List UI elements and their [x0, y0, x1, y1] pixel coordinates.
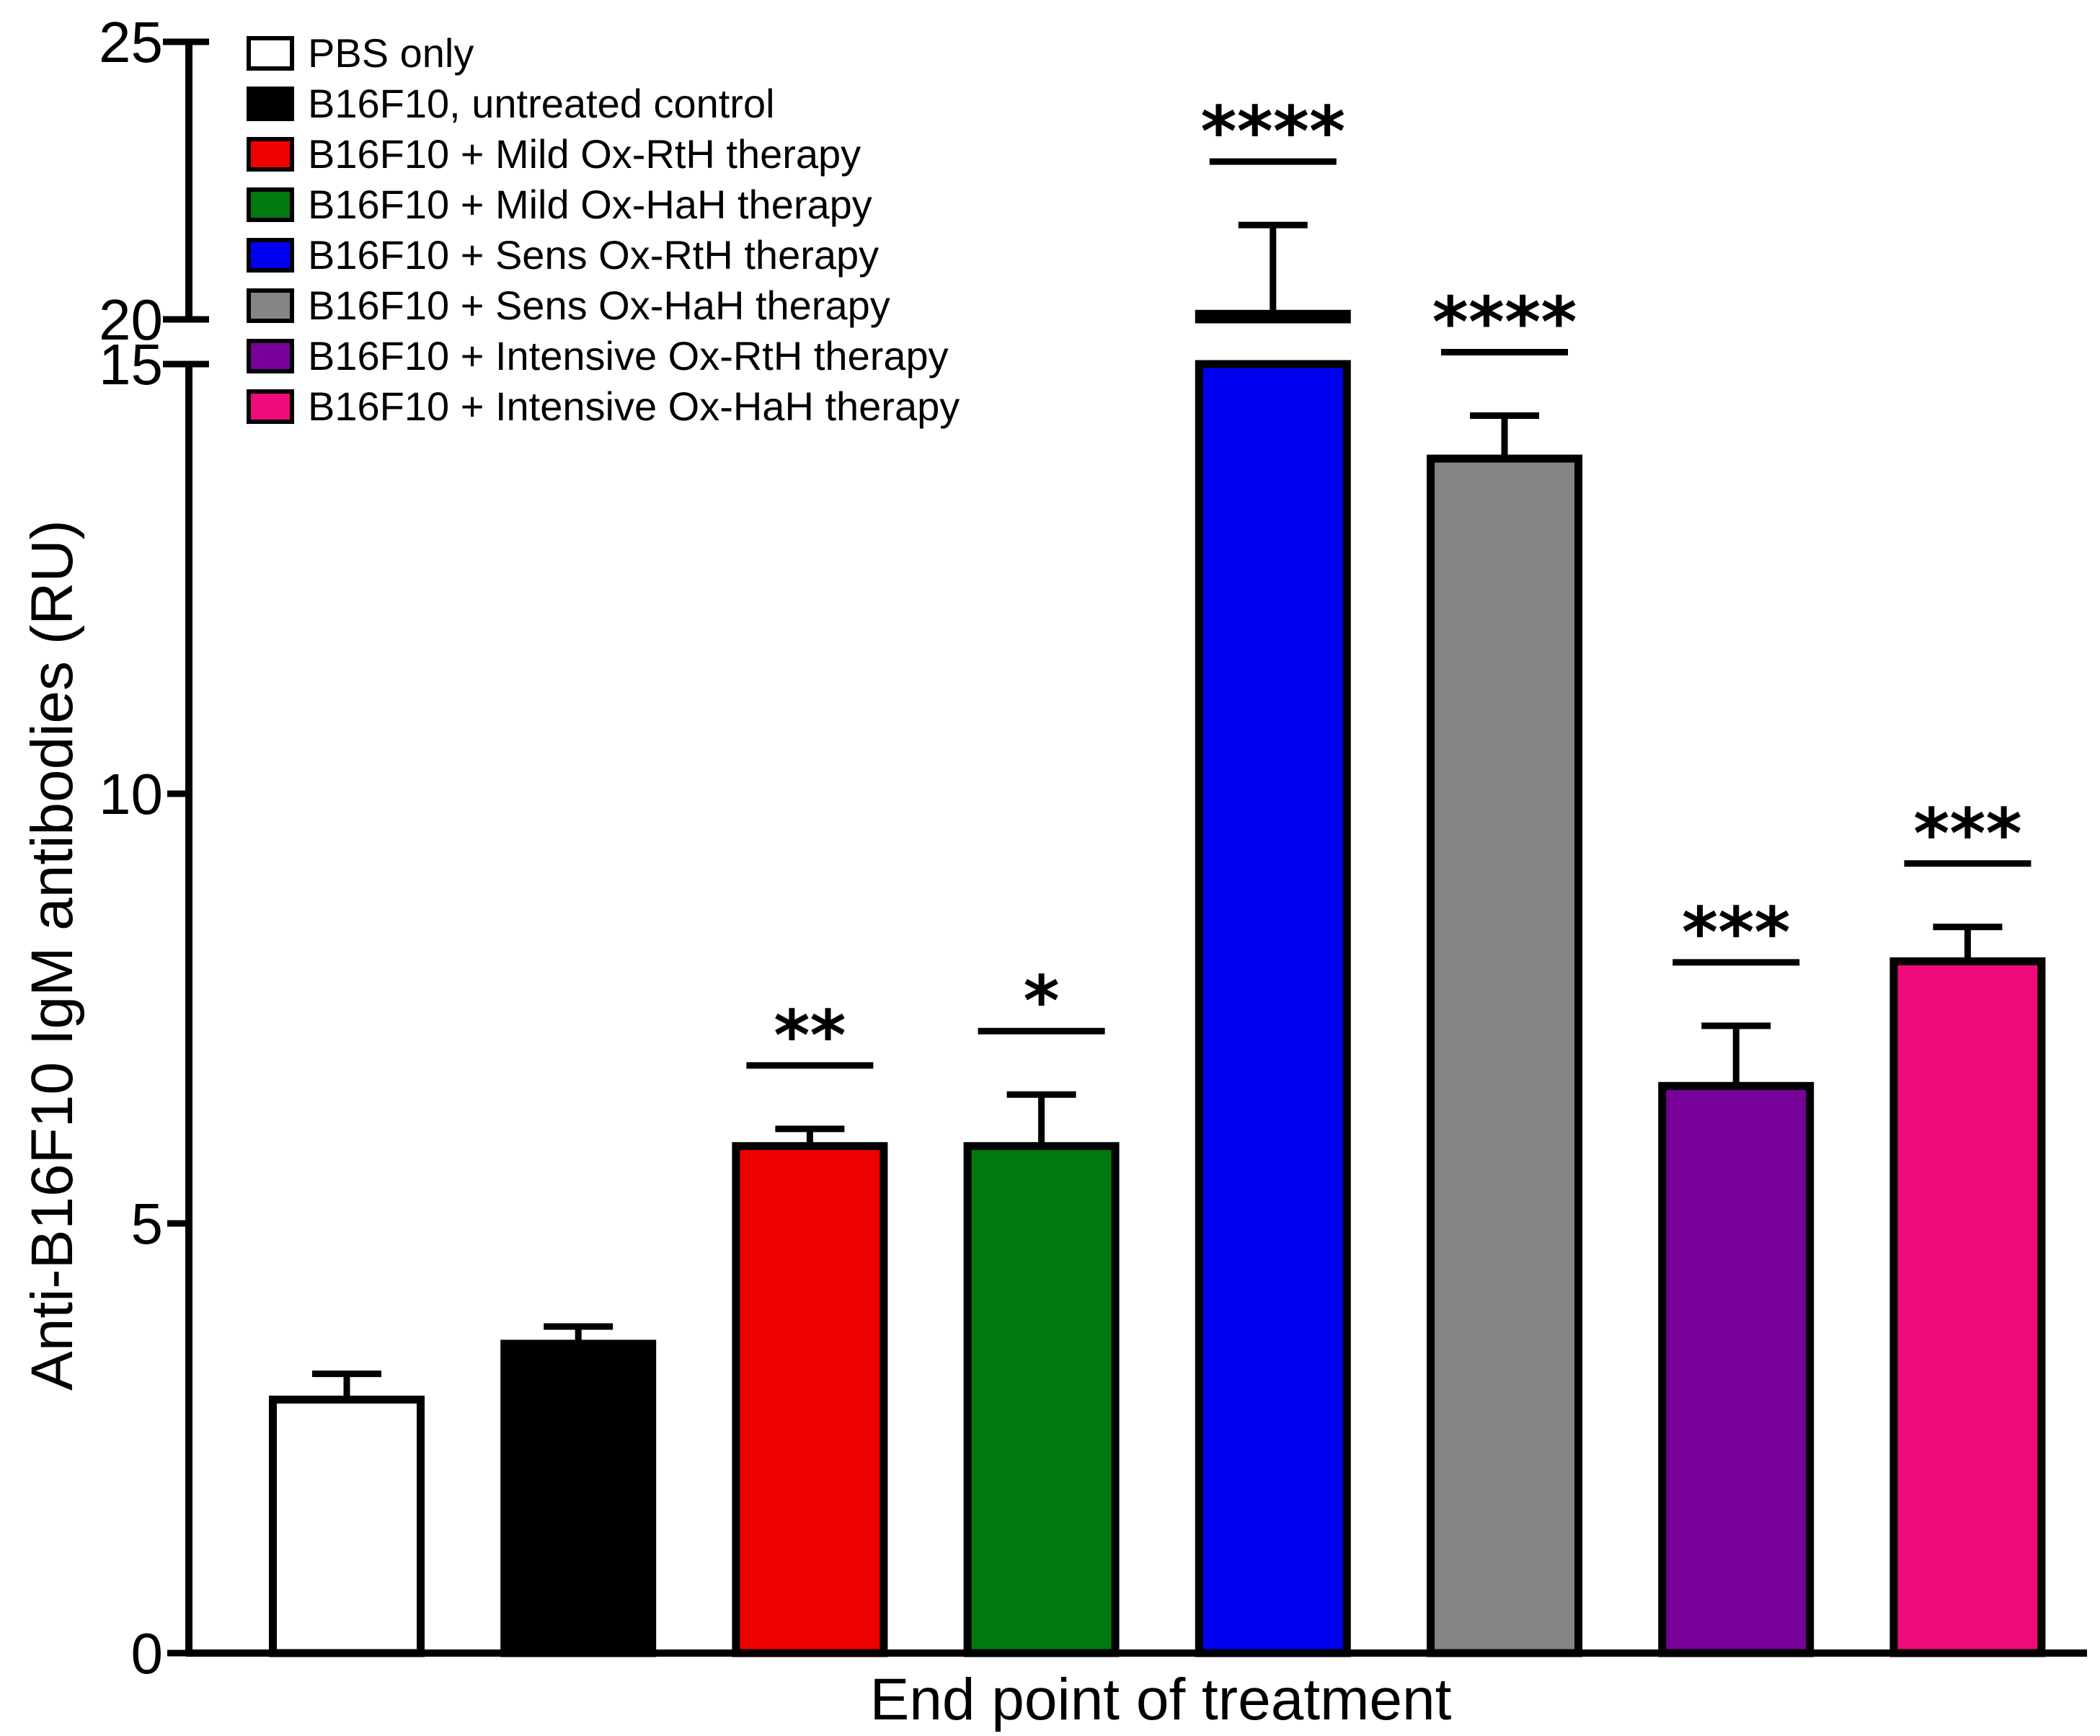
significance-label: ** — [774, 996, 846, 1076]
bars — [269, 309, 2046, 1657]
legend-label: B16F10 + Sens Ox-HaH therapy — [308, 283, 890, 328]
y-tick-label: 25 — [99, 10, 163, 74]
x-axis-title: End point of treatment — [870, 1667, 1452, 1732]
legend-label: B16F10, untreated control — [308, 81, 775, 126]
legend-swatch — [247, 238, 294, 273]
legend-label: B16F10 + Mild Ox-HaH therapy — [308, 182, 872, 227]
legend-swatch — [247, 339, 294, 373]
legend-label: B16F10 + Intensive Ox-RtH therapy — [308, 333, 949, 378]
legend-swatch — [247, 389, 294, 424]
bar — [1195, 360, 1351, 1657]
legend-label: B16F10 + Intensive Ox-HaH therapy — [308, 384, 960, 429]
significance-label: *** — [1913, 794, 2022, 874]
significance-markers: ** *************** — [746, 92, 2032, 1076]
y-tick-label: 5 — [131, 1192, 164, 1256]
legend-swatch — [247, 87, 294, 121]
legend-label: B16F10 + Mild Ox-RtH therapy — [308, 131, 861, 177]
bar-upper-segment — [1195, 309, 1351, 324]
bar — [732, 1142, 888, 1657]
legend-label: PBS only — [308, 30, 474, 76]
y-tick-label: 10 — [99, 762, 163, 826]
significance-label: **** — [1200, 92, 1345, 172]
y-tick-label: 0 — [131, 1621, 164, 1686]
bar — [1658, 1081, 1815, 1657]
legend-label: B16F10 + Sens Ox-RtH therapy — [308, 232, 879, 278]
significance-label: * — [1023, 961, 1059, 1042]
bar — [500, 1339, 657, 1657]
significance-label: **** — [1432, 283, 1577, 363]
bar — [1889, 957, 2046, 1657]
legend-swatch — [247, 36, 294, 71]
legend-swatch — [247, 187, 294, 222]
legend-swatch — [247, 288, 294, 323]
legend-swatch — [247, 137, 294, 172]
y-axis-title: Anti-B16F10 IgM antibodies (RU) — [19, 520, 85, 1391]
bar — [963, 1142, 1120, 1657]
legend: PBS only B16F10, untreated control B16F10 … — [247, 30, 960, 429]
bar — [269, 1395, 425, 1657]
significance-label: *** — [1682, 893, 1791, 973]
error-bars — [312, 221, 2003, 1400]
bar — [1427, 454, 1582, 1657]
y-tick-label: 20 — [99, 288, 163, 352]
y-tick-label: 15 — [99, 332, 163, 397]
